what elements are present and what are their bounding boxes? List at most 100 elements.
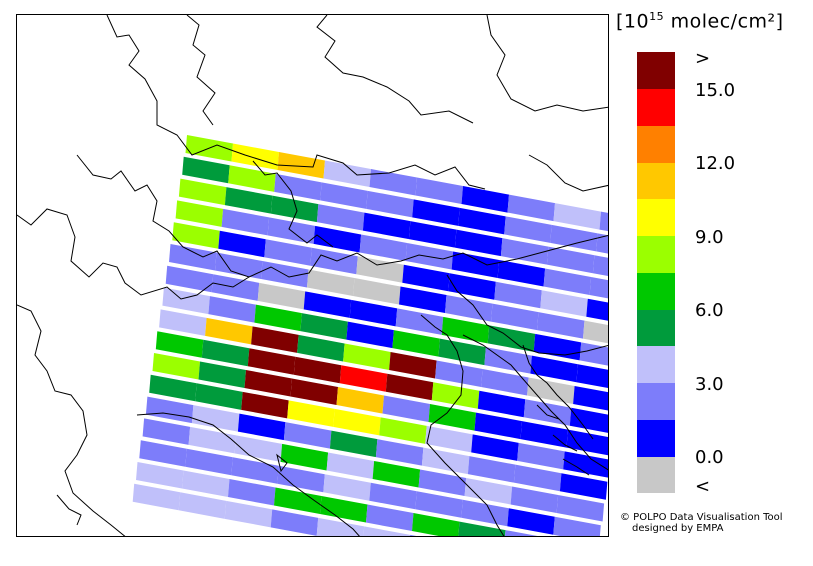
pixel-cell <box>421 447 470 475</box>
pixel-cell <box>543 268 592 295</box>
colorbar-swatch <box>637 162 675 200</box>
pixel-cell <box>527 377 575 404</box>
pixel-cell <box>533 333 582 361</box>
pixel-cell <box>410 534 417 536</box>
coastline <box>536 404 590 476</box>
pixel-cell <box>359 234 408 261</box>
pixel-cell <box>241 391 289 419</box>
pixel-cell <box>320 496 368 523</box>
pixel-cell <box>132 483 181 511</box>
pixel-cell <box>224 187 273 214</box>
pixel-cell <box>280 443 329 471</box>
pixel-cell <box>274 487 322 515</box>
no2-column-map[interactable] <box>17 15 609 537</box>
pixel-cell <box>205 317 253 345</box>
unit-exponent: 15 <box>649 10 665 23</box>
pixel-cell <box>198 361 246 389</box>
border-line <box>528 154 608 192</box>
colorbar-tick-top: > <box>695 48 711 69</box>
pixel-cell <box>297 334 345 362</box>
pixel-cell <box>313 225 362 253</box>
pixel-cell <box>178 178 227 206</box>
credit-line-2: designed by EMPA <box>632 523 724 534</box>
pixel-cell <box>142 418 191 445</box>
pixel-cell <box>418 469 467 496</box>
pixel-cell <box>540 290 588 317</box>
pixel-cell <box>155 331 204 358</box>
pixel-cell <box>592 255 608 276</box>
pixel-cell <box>537 312 585 339</box>
colorbar-swatch <box>637 125 675 163</box>
pixel-cell <box>195 383 243 410</box>
pixel-cell <box>395 308 444 335</box>
pixel-cell <box>346 321 394 349</box>
pixel-cell <box>382 395 430 423</box>
pixel-cell <box>523 399 572 426</box>
pixel-cell <box>461 499 509 527</box>
pixel-cell <box>336 387 384 414</box>
pixel-cell <box>464 477 513 505</box>
pixel-cell <box>467 456 516 483</box>
credit-line-1: © POLPO Data Visualisation Tool <box>620 512 783 523</box>
pixel-cell <box>379 417 427 444</box>
pixel-cell <box>596 233 608 254</box>
pixel-cell <box>471 434 519 461</box>
pixel-cell <box>389 351 437 379</box>
pixel-cell <box>510 486 559 513</box>
pixel-cell <box>497 259 546 287</box>
pixel-cell <box>500 238 549 265</box>
pixel-cell <box>586 298 608 321</box>
pixel-cell <box>356 256 404 283</box>
pixel-cell <box>254 304 302 332</box>
colorbar-swatch <box>637 235 675 273</box>
colorbar-swatch <box>637 309 675 347</box>
pixel-cell <box>251 326 299 353</box>
pixel-cell <box>412 199 460 226</box>
pixel-cell <box>399 286 447 314</box>
pixel-cell <box>270 509 319 536</box>
pixel-cell <box>579 342 608 366</box>
pixel-cell <box>162 287 210 315</box>
pixel-cell <box>211 274 260 301</box>
pixel-cell <box>139 440 187 467</box>
pixel-cell <box>576 364 608 389</box>
border-line <box>17 304 126 536</box>
colorbar-tick-0: 0.0 <box>695 447 724 468</box>
pixel-cell <box>224 500 273 528</box>
pixel-cell <box>287 400 335 427</box>
pixel-cell <box>566 429 608 456</box>
satellite-pixel-swath <box>132 135 608 536</box>
pixel-cell <box>316 204 365 231</box>
pixel-cell <box>505 530 538 536</box>
pixel-cell <box>553 516 601 536</box>
pixel-cell <box>441 316 490 344</box>
pixel-cell <box>175 200 224 227</box>
pixel-cell <box>362 212 411 240</box>
pixel-cell <box>300 313 348 340</box>
pixel-cell <box>559 473 608 500</box>
pixel-cell <box>172 222 220 249</box>
pixel-cell <box>182 470 230 498</box>
pixel-cell <box>244 370 292 397</box>
coastline <box>522 344 594 440</box>
pixel-cell <box>290 378 338 406</box>
pixel-cell <box>231 457 279 484</box>
pixel-cell <box>556 494 605 522</box>
pixel-cell <box>461 186 509 213</box>
pixel-cell <box>149 374 197 402</box>
pixel-cell <box>435 360 483 387</box>
pixel-cell <box>484 347 532 374</box>
map-panel[interactable] <box>16 14 609 537</box>
pixel-cell <box>178 492 227 519</box>
unit-suffix: molec/cm²] <box>664 10 784 33</box>
pixel-cell <box>369 169 417 196</box>
pixel-cell <box>517 442 565 470</box>
pixel-cell <box>201 339 250 367</box>
pixel-cell <box>451 251 500 278</box>
pixel-cell <box>445 295 493 322</box>
pixel-cell <box>569 407 608 433</box>
pixel-cell <box>159 309 207 336</box>
pixel-cell <box>573 385 608 411</box>
border-line <box>186 15 216 126</box>
pixel-cell <box>323 474 371 501</box>
